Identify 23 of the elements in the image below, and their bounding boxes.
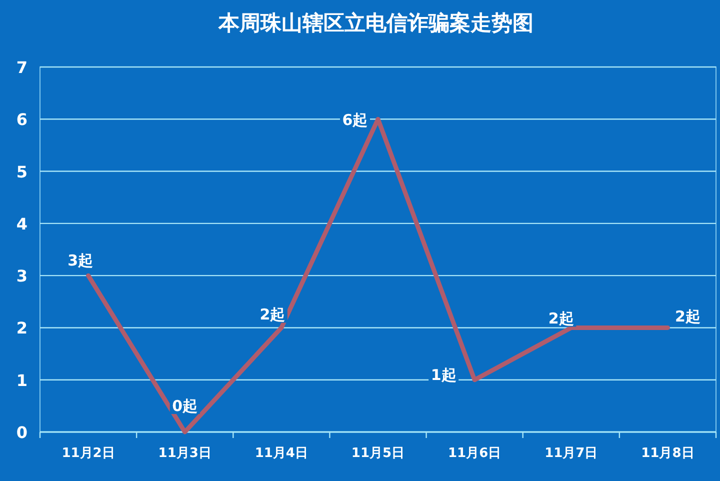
data-label: 6起 (342, 111, 368, 130)
y-tick-label: 3 (16, 266, 28, 286)
data-label: 0起 (172, 397, 198, 415)
y-tick-label: 0 (16, 423, 28, 442)
x-tick-label: 11月2日 (62, 446, 115, 461)
y-tick-label: 2 (16, 318, 28, 338)
y-tick-label: 6 (16, 110, 28, 130)
x-tick-label: 11月7日 (544, 446, 598, 461)
y-tick-label: 4 (16, 214, 28, 234)
x-tick-label: 11月3日 (158, 446, 212, 461)
data-label: 1起 (430, 366, 456, 384)
data-label: 2起 (674, 308, 700, 326)
y-tick-label: 1 (16, 370, 28, 390)
y-tick-label: 5 (16, 162, 28, 182)
x-tick-label: 11月6日 (448, 446, 502, 461)
y-tick-label: 7 (16, 58, 28, 77)
x-tick-label: 11月5日 (351, 446, 405, 461)
data-label: 3起 (68, 252, 94, 270)
x-tick-label: 11月8日 (641, 446, 694, 461)
data-label: 2起 (260, 306, 286, 324)
title: 本周珠山辖区立电信诈骗案走势图 (218, 11, 534, 35)
x-tick-label: 11月4日 (254, 446, 308, 461)
data-label: 2起 (548, 310, 574, 328)
